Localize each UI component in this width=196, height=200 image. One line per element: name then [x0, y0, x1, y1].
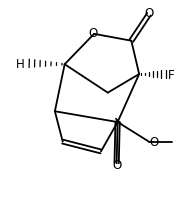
- Text: O: O: [144, 7, 154, 19]
- Text: O: O: [112, 158, 121, 171]
- Text: O: O: [89, 27, 98, 40]
- Text: O: O: [149, 135, 159, 148]
- Text: H: H: [16, 57, 25, 70]
- Text: F: F: [168, 69, 175, 82]
